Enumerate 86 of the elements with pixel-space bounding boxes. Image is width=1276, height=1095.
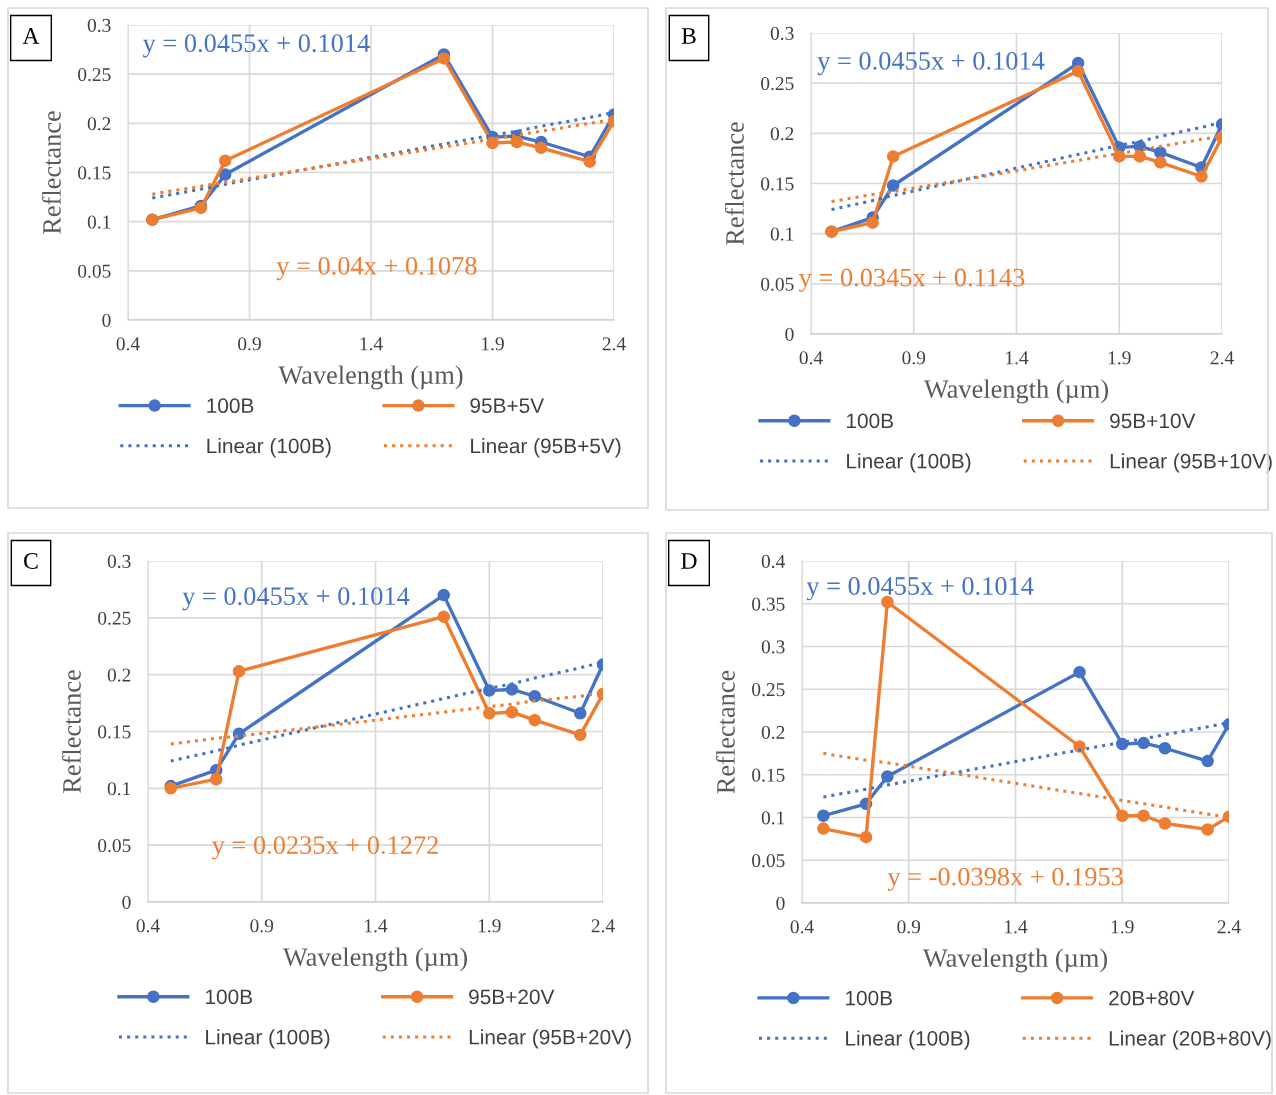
y-tick-label: 0.2 — [761, 725, 785, 740]
x-axis-title: Wavelength (µm) — [278, 365, 463, 390]
x-tick-label: 0.4 — [136, 919, 160, 933]
y-tick-label: 0.2 — [770, 127, 794, 141]
x-tick-label: 0.9 — [897, 920, 921, 934]
y-tick-label: 0.3 — [87, 18, 111, 33]
x-tick-label: 1.4 — [365, 919, 388, 933]
x-tick-label: 1.9 — [1111, 920, 1134, 934]
legend-label: 100B — [206, 989, 252, 1005]
x-tick-label: 0.4 — [790, 920, 814, 934]
x-tick-label: 0.4 — [116, 337, 140, 351]
y-axis-title: Reflectance — [724, 122, 744, 246]
x-tick-label: 2.4 — [602, 337, 626, 351]
x-tick-label: 0.9 — [902, 351, 926, 365]
y-tick-label: 0.25 — [98, 611, 131, 625]
annotation: y = 0.0455x + 0.1014 — [817, 51, 1045, 76]
legend-label: 95B+10V — [1110, 413, 1196, 429]
y-axis-title: Reflectance — [716, 670, 735, 794]
x-tick-label: 0.4 — [799, 351, 823, 365]
x-axis-title: Wavelength (µm) — [923, 379, 1108, 404]
y-tick-label: 0.2 — [87, 117, 111, 131]
y-tick-label: 0 — [776, 896, 785, 910]
y-tick-label: 0 — [785, 327, 794, 341]
x-axis-title: Wavelength (µm) — [282, 947, 467, 972]
chart-title: C — [24, 553, 38, 569]
y-tick-label: 0 — [102, 313, 111, 327]
legend-label: Linear (20B+80V) — [1109, 1030, 1271, 1050]
y-tick-label: 0.25 — [761, 76, 794, 91]
y-tick-label: 0.15 — [752, 768, 785, 782]
y-tick-label: 0 — [122, 895, 131, 909]
legend-label: Linear (95B+20V) — [469, 1029, 631, 1049]
y-tick-label: 0.1 — [770, 227, 794, 241]
chart-title: A — [22, 28, 40, 44]
y-tick-label: 0.35 — [752, 597, 785, 611]
x-tick-label: 1.9 — [482, 337, 504, 351]
x-tick-label: 0.9 — [250, 919, 274, 933]
y-tick-label: 0.3 — [107, 554, 131, 569]
x-tick-label: 2.4 — [1217, 920, 1241, 934]
legend-label: Linear (100B) — [206, 1029, 330, 1049]
chart-title: B — [681, 28, 696, 44]
x-tick-label: 1.4 — [1005, 920, 1028, 934]
legend-label: 100B — [207, 398, 254, 414]
annotation: y = 0.0455x + 0.1014 — [182, 587, 410, 611]
y-tick-label: 0.4 — [761, 554, 786, 569]
chart-title: D — [681, 553, 697, 569]
y-tick-label: 0.05 — [752, 854, 785, 868]
legend-label: Linear (100B) — [207, 438, 331, 458]
y-tick-label: 0.3 — [770, 26, 794, 41]
y-tick-label: 0.1 — [87, 215, 111, 229]
legend-label: 95B+5V — [470, 398, 545, 414]
legend-label: Linear (100B) — [847, 453, 971, 473]
x-tick-label: 2.4 — [591, 919, 615, 933]
legend-label: Linear (95B+10V) — [1110, 453, 1272, 473]
y-tick-label: 0.2 — [107, 668, 131, 682]
annotation: y = 0.0455x + 0.1014 — [806, 577, 1034, 601]
y-tick-label: 0.15 — [761, 177, 794, 191]
x-tick-label: 0.9 — [238, 337, 261, 351]
annotation: y = 0.0235x + 0.1272 — [212, 836, 438, 860]
annotation: y = 0.04x + 0.1078 — [276, 256, 477, 281]
x-tick-label: 1.4 — [1006, 351, 1029, 365]
x-axis-title: Wavelength (µm) — [922, 948, 1107, 973]
x-tick-label: 1.9 — [478, 919, 501, 933]
legend-label: Linear (100B) — [846, 1030, 970, 1050]
y-tick-label: 0.1 — [107, 782, 131, 796]
y-tick-label: 0.25 — [78, 67, 111, 82]
y-tick-label: 0.15 — [78, 166, 111, 180]
x-tick-label: 2.4 — [1210, 351, 1234, 365]
y-tick-label: 0.25 — [752, 683, 785, 697]
legend-label: 100B — [847, 413, 893, 429]
y-axis-title: Reflectance — [42, 111, 61, 235]
annotation: y = -0.0398x + 0.1953 — [887, 867, 1123, 892]
legend-label: 95B+20V — [469, 989, 555, 1005]
x-tick-label: 1.9 — [1108, 351, 1131, 365]
y-tick-label: 0.1 — [761, 811, 785, 825]
legend-label: Linear (95B+5V) — [471, 438, 621, 458]
annotation: y = 0.0455x + 0.1014 — [142, 34, 370, 58]
x-tick-label: 1.4 — [360, 337, 383, 351]
y-tick-label: 0.05 — [98, 838, 131, 853]
legend-label: 100B — [846, 990, 892, 1006]
y-tick-label: 0.15 — [98, 725, 131, 739]
y-tick-label: 0.3 — [761, 640, 785, 654]
y-axis-title: Reflectance — [62, 670, 81, 794]
annotation: y = 0.0345x + 0.1143 — [798, 268, 1025, 292]
y-tick-label: 0.05 — [761, 277, 794, 291]
legend-label: 20B+80V — [1109, 990, 1195, 1006]
y-tick-label: 0.05 — [78, 264, 111, 278]
